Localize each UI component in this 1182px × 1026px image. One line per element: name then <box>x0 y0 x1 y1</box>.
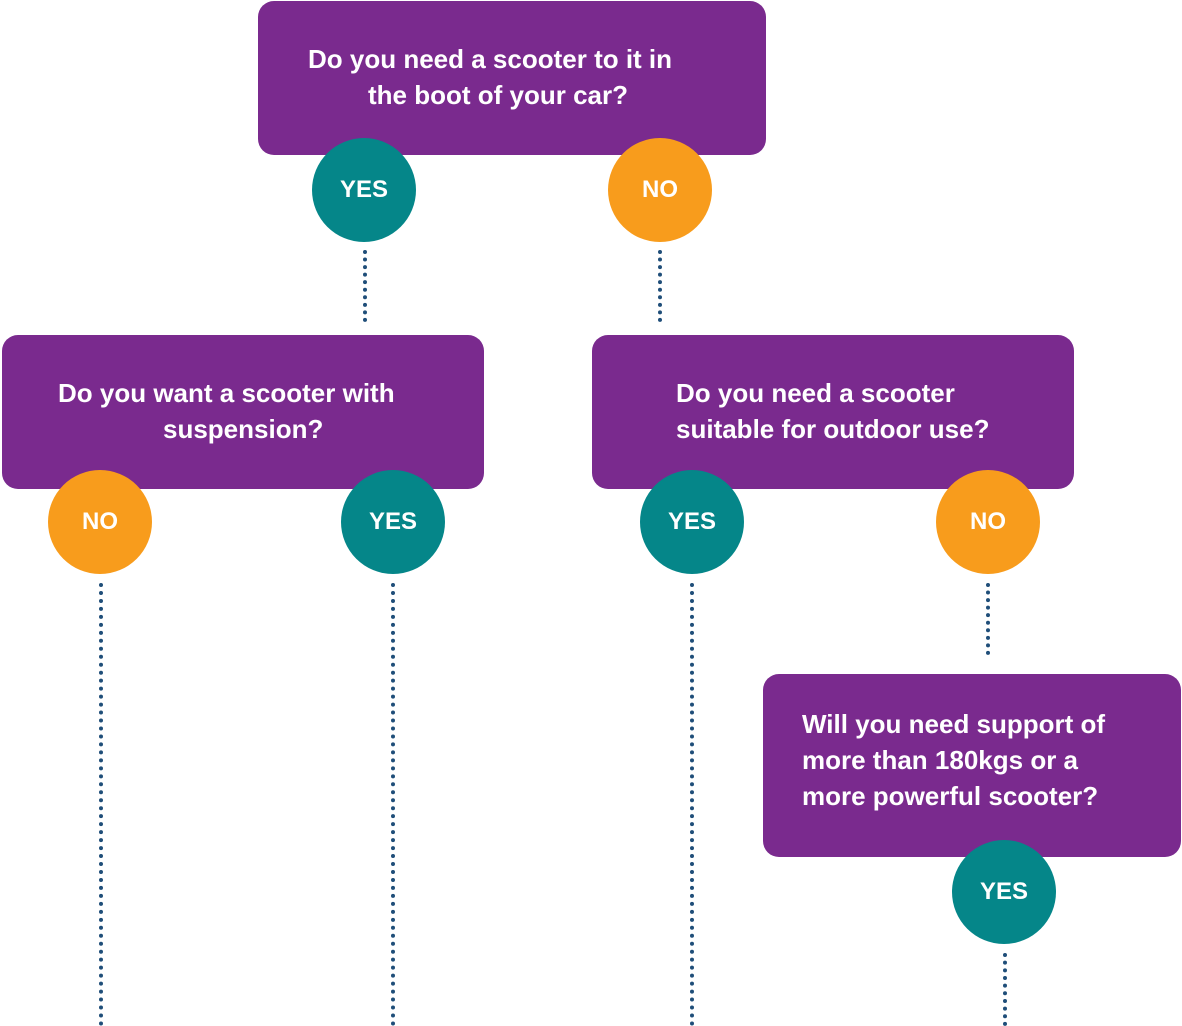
question-text-line: Will you need support of <box>802 709 1106 739</box>
connector-q4-yes-down <box>1003 953 1007 1026</box>
question-text-line: more powerful scooter? <box>802 781 1099 811</box>
question-text-line: Do you need a scooter to it in <box>308 44 673 74</box>
answer-yes-badge-q2: YES <box>341 470 445 574</box>
question-text-line: Do you want a scooter with <box>58 378 395 408</box>
question-text-line: suitable for outdoor use? <box>676 414 990 444</box>
question-text-line: suspension? <box>163 414 324 444</box>
connector-q1-yes-to-q2 <box>363 250 367 322</box>
connector-q3-no-to-q4 <box>986 583 990 655</box>
answer-yes-badge-q4: YES <box>952 840 1056 944</box>
question-text-line: the boot of your car? <box>368 80 628 110</box>
question-box-support: Will you need support of more than 180kg… <box>763 674 1181 857</box>
answer-yes-badge-q3: YES <box>640 470 744 574</box>
answer-no-badge-q1: NO <box>608 138 712 242</box>
question-text-line: Do you need a scooter <box>676 378 955 408</box>
answer-yes-badge-q1: YES <box>312 138 416 242</box>
question-text-line: more than 180kgs or a <box>802 745 1078 775</box>
connector-q2-yes-down <box>391 583 395 1026</box>
question-box-boot: Do you need a scooter to it in the boot … <box>258 1 766 155</box>
connector-q1-no-to-q3 <box>658 250 662 322</box>
connector-q2-no-down <box>99 583 103 1026</box>
question-box-outdoor: Do you need a scooter suitable for outdo… <box>592 335 1074 489</box>
answer-no-badge-q2: NO <box>48 470 152 574</box>
answer-no-badge-q3: NO <box>936 470 1040 574</box>
question-box-suspension: Do you want a scooter with suspension? <box>2 335 484 489</box>
connector-q3-yes-down <box>690 583 694 1026</box>
